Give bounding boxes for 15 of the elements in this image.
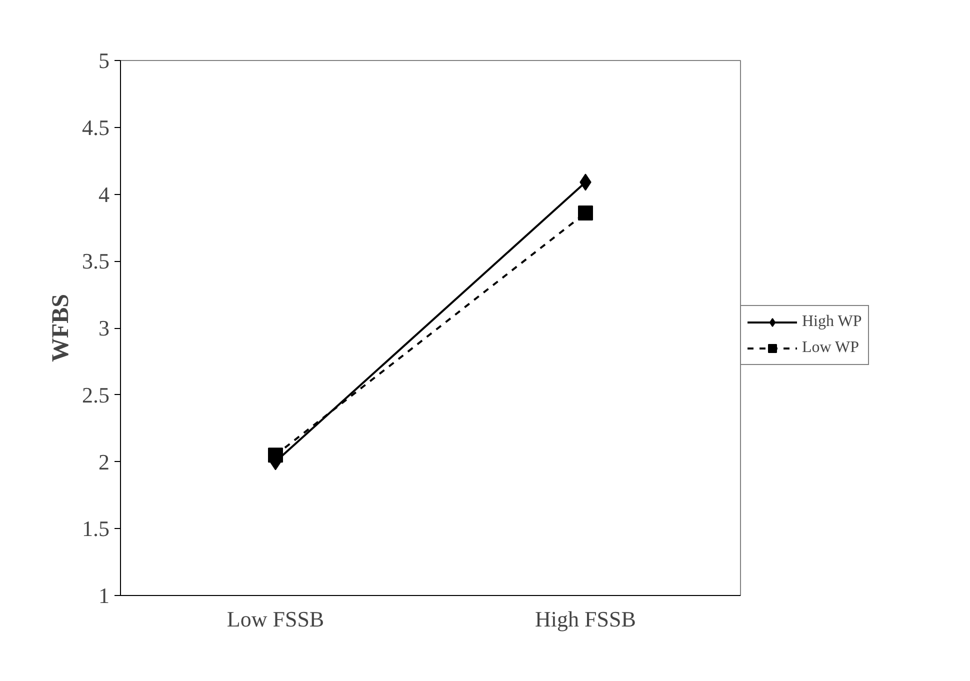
y-tick-label: 1 [98, 583, 110, 608]
x-tick-label: High FSSB [535, 606, 636, 632]
y-tick-label: 4.5 [82, 114, 110, 140]
y-tick-label: 4 [98, 182, 110, 207]
y-axis-title: WFBS [48, 294, 74, 362]
y-tick-label: 1.5 [82, 516, 110, 542]
y-tick-label: 3.5 [82, 248, 110, 274]
legend-label: High WP [802, 313, 862, 331]
point [578, 205, 593, 220]
y-tick-label: 5 [98, 48, 110, 73]
legend-label: Low WP [802, 339, 860, 357]
x-tick-label: Low FSSB [226, 606, 324, 632]
y-tick-label: 3 [98, 316, 110, 340]
y-tick-label: 2.5 [82, 382, 110, 408]
y-tick-label: 2 [98, 449, 110, 474]
